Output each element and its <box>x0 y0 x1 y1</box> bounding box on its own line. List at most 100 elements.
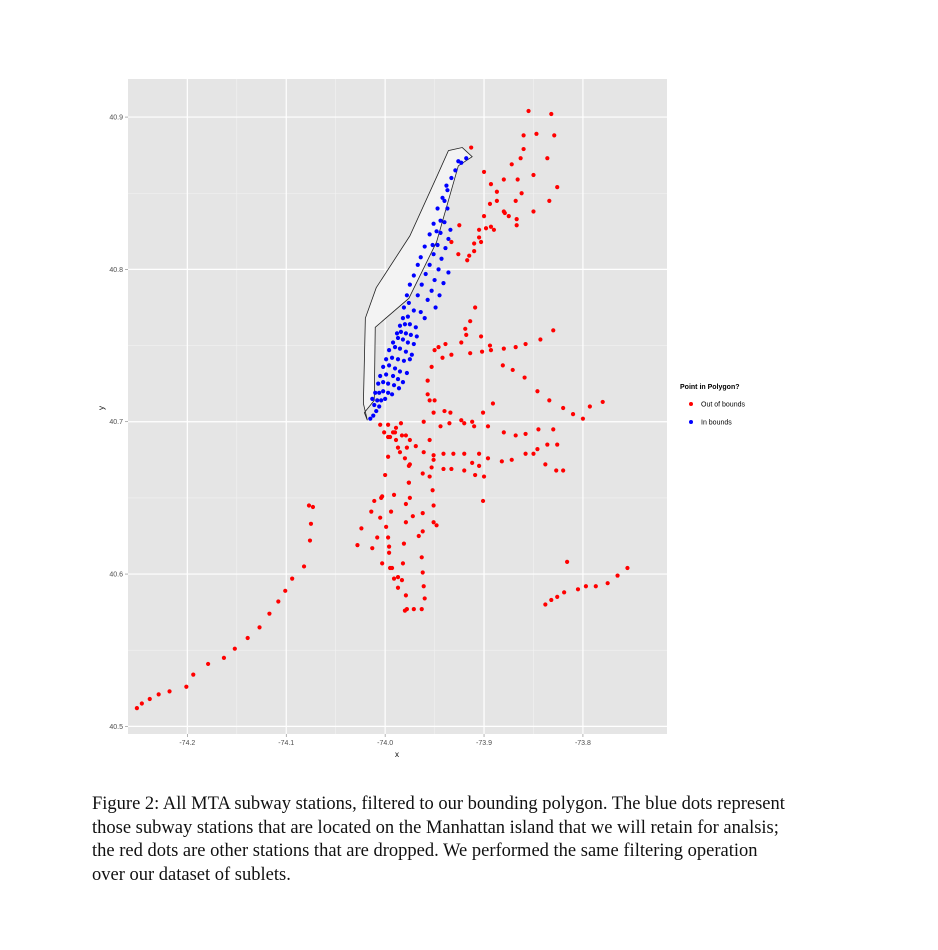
point-out-of-bounds <box>535 447 540 452</box>
point-out-of-bounds <box>156 692 161 697</box>
point-in-bounds <box>419 282 424 287</box>
point-out-of-bounds <box>139 701 144 706</box>
point-in-bounds <box>381 364 386 369</box>
point-out-of-bounds <box>513 344 518 350</box>
point-out-of-bounds <box>378 515 383 520</box>
point-in-bounds <box>456 159 461 164</box>
point-in-bounds <box>392 344 398 350</box>
point-out-of-bounds <box>501 177 506 182</box>
point-out-of-bounds <box>403 501 409 507</box>
x-axis-title: x <box>395 750 399 759</box>
legend-title: Point in Polygon? <box>680 384 740 391</box>
point-out-of-bounds <box>419 606 424 612</box>
point-out-of-bounds <box>448 410 453 415</box>
point-out-of-bounds <box>487 201 493 207</box>
point-in-bounds <box>397 346 403 351</box>
point-in-bounds <box>448 227 453 232</box>
point-in-bounds <box>400 337 406 342</box>
point-out-of-bounds <box>416 533 421 539</box>
point-out-of-bounds <box>551 328 556 333</box>
point-out-of-bounds <box>583 584 589 589</box>
point-out-of-bounds <box>147 696 152 702</box>
point-out-of-bounds <box>531 451 536 456</box>
point-out-of-bounds <box>521 146 526 152</box>
point-out-of-bounds <box>521 133 526 138</box>
point-in-bounds <box>418 309 423 315</box>
point-out-of-bounds <box>441 451 446 456</box>
point-out-of-bounds <box>386 544 392 549</box>
point-out-of-bounds <box>401 541 407 546</box>
point-out-of-bounds <box>134 706 140 711</box>
point-in-bounds <box>414 334 419 339</box>
point-out-of-bounds <box>562 590 567 595</box>
point-out-of-bounds <box>221 655 227 660</box>
point-out-of-bounds <box>473 472 478 478</box>
y-tick-label: 40.7 <box>109 419 123 426</box>
point-out-of-bounds <box>421 450 426 455</box>
point-in-bounds <box>429 288 434 293</box>
point-out-of-bounds <box>447 421 452 426</box>
point-in-bounds <box>440 195 445 200</box>
legend-label-out-of-bounds: Out of bounds <box>701 402 745 409</box>
point-out-of-bounds <box>395 585 401 590</box>
point-out-of-bounds <box>391 576 397 581</box>
point-in-bounds <box>449 175 454 181</box>
point-in-bounds <box>375 398 380 403</box>
point-out-of-bounds <box>494 189 499 194</box>
point-out-of-bounds <box>534 131 539 136</box>
point-out-of-bounds <box>501 346 506 351</box>
x-tick-label: -73.9 <box>476 740 492 747</box>
point-in-bounds <box>446 236 451 242</box>
point-out-of-bounds <box>431 457 436 462</box>
point-out-of-bounds <box>490 401 496 406</box>
point-out-of-bounds <box>463 326 468 331</box>
point-out-of-bounds <box>301 564 307 569</box>
point-in-bounds <box>395 335 401 341</box>
point-out-of-bounds <box>449 466 454 472</box>
point-out-of-bounds <box>561 405 566 411</box>
point-out-of-bounds <box>267 611 272 616</box>
point-out-of-bounds <box>479 349 485 354</box>
point-out-of-bounds <box>481 169 487 175</box>
point-out-of-bounds <box>380 561 385 566</box>
point-in-bounds <box>392 366 398 371</box>
point-out-of-bounds <box>398 421 404 426</box>
point-out-of-bounds <box>425 378 430 383</box>
point-in-bounds <box>438 218 443 223</box>
point-out-of-bounds <box>457 223 462 228</box>
legend: Point in Polygon? Out of bounds In bound… <box>680 384 745 427</box>
point-out-of-bounds <box>465 258 470 263</box>
point-out-of-bounds <box>431 410 436 415</box>
point-in-bounds <box>425 297 430 302</box>
point-out-of-bounds <box>306 503 312 508</box>
point-out-of-bounds <box>476 451 482 456</box>
point-in-bounds <box>386 381 391 386</box>
point-out-of-bounds <box>421 584 426 589</box>
point-out-of-bounds <box>488 224 494 229</box>
point-out-of-bounds <box>420 570 425 575</box>
point-out-of-bounds <box>470 460 475 465</box>
point-out-of-bounds <box>514 217 519 222</box>
point-in-bounds <box>383 396 388 401</box>
point-in-bounds <box>406 300 411 306</box>
point-out-of-bounds <box>436 344 441 350</box>
point-out-of-bounds <box>531 209 536 214</box>
point-in-bounds <box>422 316 427 321</box>
point-out-of-bounds <box>515 177 520 182</box>
point-out-of-bounds <box>386 434 391 440</box>
point-out-of-bounds <box>369 509 374 514</box>
y-axis-title: y <box>97 406 106 410</box>
point-out-of-bounds <box>462 451 467 456</box>
point-out-of-bounds <box>488 348 494 353</box>
point-out-of-bounds <box>419 555 424 560</box>
point-in-bounds <box>374 408 379 414</box>
point-out-of-bounds <box>427 437 432 443</box>
point-out-of-bounds <box>432 348 437 353</box>
y-axis: 40.5 40.6 40.7 40.8 40.9 <box>109 115 128 731</box>
point-out-of-bounds <box>459 418 464 423</box>
point-out-of-bounds <box>513 198 518 203</box>
point-out-of-bounds <box>625 565 630 571</box>
point-in-bounds <box>434 229 439 234</box>
point-out-of-bounds <box>509 457 514 462</box>
